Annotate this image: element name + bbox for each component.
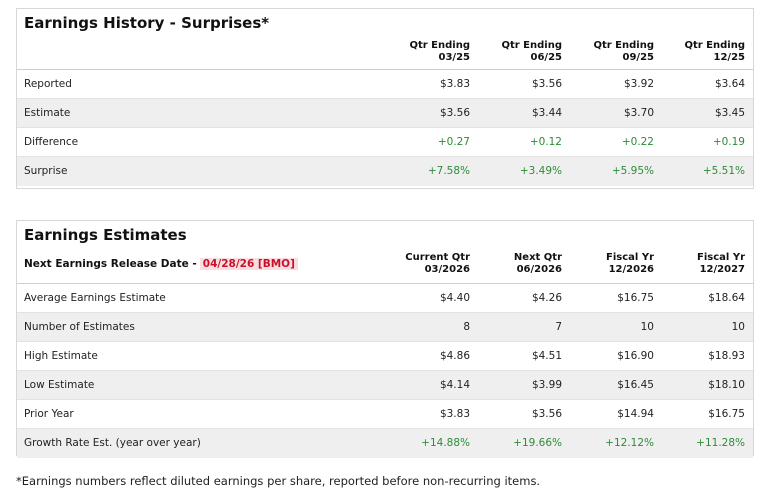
table-cell: $3.83 — [439, 408, 470, 420]
row-estimate: Estimate $3.56 $3.44 $3.70 $3.45 — [17, 99, 753, 128]
table-cell: $4.40 — [439, 292, 470, 304]
row-high-estimate: High Estimate $4.86 $4.51 $16.90 $18.93 — [17, 342, 753, 371]
earnings-estimates-panel: Earnings Estimates Next Earnings Release… — [16, 220, 754, 458]
table-cell: $3.83 — [439, 78, 470, 90]
table-cell: +0.19 — [712, 136, 745, 148]
row-label: High Estimate — [24, 350, 98, 362]
table-cell: $4.86 — [439, 350, 470, 362]
table-cell: $4.51 — [531, 350, 562, 362]
table-cell: 10 — [731, 321, 745, 333]
earnings-estimates-title: Earnings Estimates — [24, 226, 187, 244]
earnings-estimates-header-row: Next Earnings Release Date -04/28/26 [BM… — [17, 249, 753, 284]
table-cell: +12.12% — [605, 437, 654, 449]
column-header-fiscal-yr-2: Fiscal Yr 12/2027 — [697, 252, 745, 275]
table-cell: $18.64 — [708, 292, 745, 304]
table-cell: $3.56 — [531, 408, 562, 420]
column-header-fiscal-yr-1: Fiscal Yr 12/2026 — [606, 252, 654, 275]
column-header-current-qtr: Current Qtr 03/2026 — [405, 252, 470, 275]
table-cell: $16.45 — [617, 379, 654, 391]
row-difference: Difference +0.27 +0.12 +0.22 +0.19 — [17, 128, 753, 157]
row-low-estimate: Low Estimate $4.14 $3.99 $16.45 $18.10 — [17, 371, 753, 400]
table-cell: +0.12 — [529, 136, 562, 148]
row-growth-rate: Growth Rate Est. (year over year) +14.88… — [17, 429, 753, 458]
table-cell: $18.93 — [708, 350, 745, 362]
table-cell: +11.28% — [696, 437, 745, 449]
row-label: Number of Estimates — [24, 321, 135, 333]
table-cell: +5.95% — [611, 165, 654, 177]
table-cell: 8 — [463, 321, 470, 333]
table-cell: +7.58% — [427, 165, 470, 177]
row-label: Growth Rate Est. (year over year) — [24, 437, 201, 449]
table-cell: 7 — [555, 321, 562, 333]
table-cell: $3.64 — [714, 78, 745, 90]
row-number-of-estimates: Number of Estimates 8 7 10 10 — [17, 313, 753, 342]
column-header-qtr-3: Qtr Ending 09/25 — [593, 40, 654, 63]
next-release-label: Next Earnings Release Date -04/28/26 [BM… — [24, 258, 298, 270]
row-label: Average Earnings Estimate — [24, 292, 166, 304]
next-release-date-badge: 04/28/26 [BMO] — [199, 258, 298, 270]
table-cell: +5.51% — [702, 165, 745, 177]
table-cell: $14.94 — [617, 408, 654, 420]
table-cell: 10 — [640, 321, 654, 333]
earnings-history-title: Earnings History - Surprises* — [24, 14, 270, 32]
row-label: Low Estimate — [24, 379, 95, 391]
row-surprise: Surprise +7.58% +3.49% +5.95% +5.51% — [17, 157, 753, 186]
row-prior-year: Prior Year $3.83 $3.56 $14.94 $16.75 — [17, 400, 753, 429]
table-cell: $3.44 — [531, 107, 562, 119]
row-label: Estimate — [24, 107, 71, 119]
table-cell: $3.70 — [623, 107, 654, 119]
row-average-earnings-estimate: Average Earnings Estimate $4.40 $4.26 $1… — [17, 284, 753, 313]
row-label: Surprise — [24, 165, 68, 177]
table-cell: $16.90 — [617, 350, 654, 362]
table-cell: $4.14 — [439, 379, 470, 391]
column-header-next-qtr: Next Qtr 06/2026 — [513, 252, 562, 275]
table-cell: $3.56 — [531, 78, 562, 90]
row-label: Prior Year — [24, 408, 74, 420]
earnings-history-header-row: Qtr Ending 03/25 Qtr Ending 06/25 Qtr Endi… — [17, 37, 753, 70]
table-cell: +0.27 — [437, 136, 470, 148]
table-cell: $16.75 — [708, 408, 745, 420]
table-cell: $4.26 — [531, 292, 562, 304]
row-label: Reported — [24, 78, 72, 90]
column-header-qtr-4: Qtr Ending 12/25 — [684, 40, 745, 63]
column-header-qtr-2: Qtr Ending 06/25 — [501, 40, 562, 63]
table-cell: $3.92 — [623, 78, 654, 90]
table-cell: $3.99 — [531, 379, 562, 391]
earnings-history-panel: Earnings History - Surprises* Qtr Ending… — [16, 8, 754, 189]
table-cell: +0.22 — [621, 136, 654, 148]
table-cell: +14.88% — [421, 437, 470, 449]
table-cell: $3.45 — [714, 107, 745, 119]
table-cell: $18.10 — [708, 379, 745, 391]
column-header-qtr-1: Qtr Ending 03/25 — [409, 40, 470, 63]
row-reported: Reported $3.83 $3.56 $3.92 $3.64 — [17, 70, 753, 99]
footnote: *Earnings numbers reflect diluted earnin… — [16, 474, 541, 488]
row-label: Difference — [24, 136, 79, 148]
table-cell: $16.75 — [617, 292, 654, 304]
table-cell: +19.66% — [513, 437, 562, 449]
table-cell: $3.56 — [439, 107, 470, 119]
table-cell: +3.49% — [519, 165, 562, 177]
